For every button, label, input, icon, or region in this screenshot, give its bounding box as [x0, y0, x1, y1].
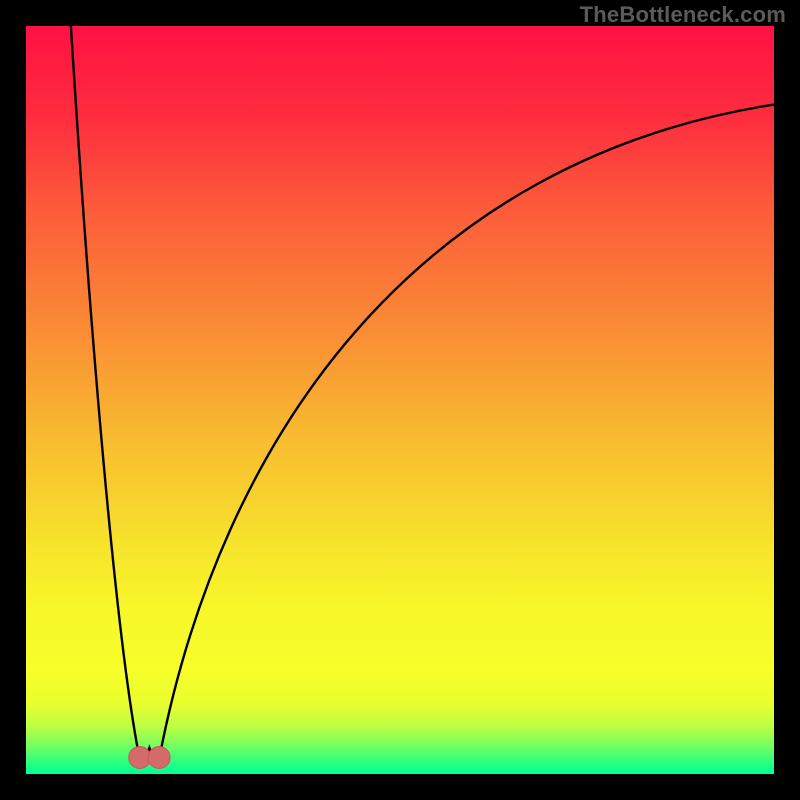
watermark-text: TheBottleneck.com: [580, 2, 786, 28]
curve-layer: [26, 26, 774, 774]
bottleneck-curve: [71, 26, 774, 759]
dip-marker-right: [148, 747, 170, 769]
plot-area: [26, 26, 774, 774]
dip-marker-left: [129, 747, 151, 769]
